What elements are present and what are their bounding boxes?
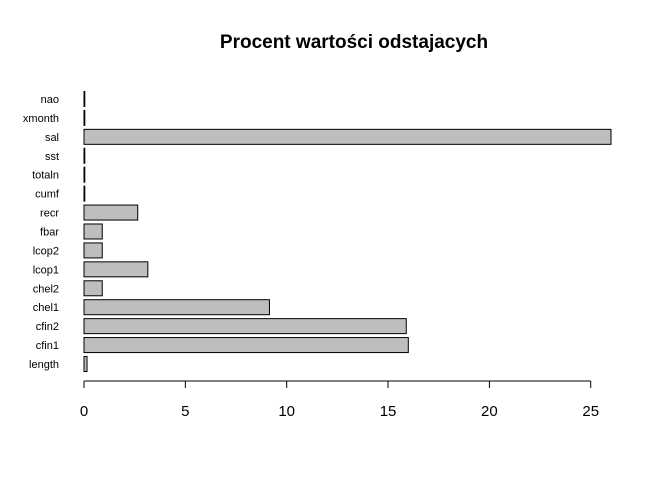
category-label-sst: sst [45,151,59,163]
x-tick-label: 15 [380,403,397,420]
category-label-sal: sal [45,132,59,144]
bar-nao [84,91,85,106]
category-label-cfin1: cfin1 [36,340,59,352]
bars-group [84,91,611,371]
bar-chel2 [84,281,102,296]
x-tick-label: 10 [278,403,295,420]
x-tick-label: 25 [582,403,599,420]
category-label-totaln: totaln [32,170,59,182]
x-tick-label: 5 [181,403,189,420]
x-tick-label: 20 [481,403,498,420]
category-label-lcop2: lcop2 [33,245,59,257]
bar-cfin2 [84,319,406,334]
bar-sal [84,129,611,144]
bar-length [84,357,87,372]
category-label-nao: nao [41,94,59,106]
category-label-cfin2: cfin2 [36,321,59,333]
bar-totaln [84,167,85,182]
bar-recr [84,205,138,220]
bar-fbar [84,224,102,239]
category-label-cumf: cumf [35,189,60,201]
category-labels: length cfin1 cfin2 chel1 chel2 lcop1 lcop2 fbar… [23,94,60,371]
category-label-length: length [29,359,59,371]
category-label-chel1: chel1 [33,302,59,314]
bar-chel1 [84,300,269,315]
category-label-chel2: chel2 [33,283,59,295]
bar-lcop1 [84,262,148,277]
category-label-fbar: fbar [40,226,59,238]
category-label-xmonth: xmonth [23,113,59,125]
bar-cfin1 [84,338,408,353]
bar-xmonth [84,110,85,125]
bar-cumf [84,186,85,201]
category-label-lcop1: lcop1 [33,264,59,276]
bar-sst [84,148,85,163]
x-tick-label: 0 [80,403,88,420]
x-axis: 0 5 10 15 20 25 [80,381,599,420]
chart-title: Procent wartości odstajacych [220,32,488,53]
category-label-recr: recr [40,208,59,220]
bar-lcop2 [84,243,102,258]
